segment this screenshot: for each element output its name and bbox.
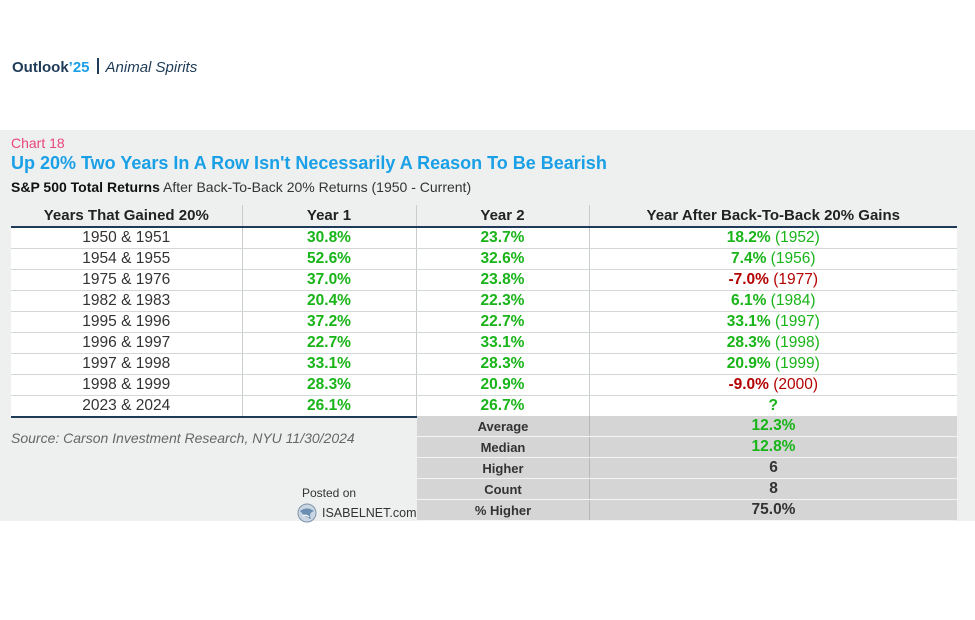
column-header: Year 1 bbox=[241, 205, 416, 227]
chart-number: Chart 18 bbox=[11, 135, 65, 151]
year2-cell: 32.6% bbox=[415, 248, 589, 270]
next-return-value: 7.4% bbox=[731, 250, 767, 267]
years-cell: 1982 & 1983 bbox=[11, 290, 242, 312]
years-cell: 1954 & 1955 bbox=[11, 248, 242, 270]
brand-section: Animal Spirits bbox=[105, 59, 198, 76]
next-year-cell: 33.1% (1997) bbox=[588, 311, 957, 333]
years-cell: 1995 & 1996 bbox=[11, 311, 242, 333]
column-header: Years That Gained 20% bbox=[11, 205, 242, 227]
globe-logo-icon bbox=[297, 503, 317, 523]
summary-label: % Higher bbox=[417, 499, 590, 521]
summary-label: Average bbox=[417, 416, 590, 437]
table-row: 1950 & 1951 30.8% 23.7% 18.2% (1952) bbox=[11, 227, 957, 249]
years-cell: 1975 & 1976 bbox=[11, 269, 242, 291]
table-row: 1996 & 1997 22.7% 33.1% 28.3% (1998) bbox=[11, 332, 957, 354]
year1-cell: 37.2% bbox=[241, 311, 416, 333]
year2-cell: 33.1% bbox=[415, 332, 589, 354]
chart-title: Up 20% Two Years In A Row Isn't Necessar… bbox=[11, 153, 607, 173]
next-year-cell: -9.0% (2000) bbox=[588, 374, 957, 396]
chart-subtitle: S&P 500 Total Returns After Back-To-Back… bbox=[11, 179, 471, 195]
column-header: Year After Back-To-Back 20% Gains bbox=[588, 205, 957, 227]
next-return-value: 18.2% bbox=[726, 229, 771, 246]
years-cell: 1996 & 1997 bbox=[11, 332, 242, 354]
source-note: Source: Carson Investment Research, NYU … bbox=[11, 430, 355, 446]
next-return-value: 6.1% bbox=[731, 292, 767, 309]
table-row: 1975 & 1976 37.0% 23.8% -7.0% (1977) bbox=[11, 269, 957, 291]
year1-cell: 37.0% bbox=[241, 269, 416, 291]
subtitle-rest: After Back-To-Back 20% Returns (1950 - C… bbox=[162, 179, 472, 195]
summary-value: 12.3% bbox=[589, 416, 957, 437]
next-year-cell: 6.1% (1984) bbox=[588, 290, 957, 312]
year2-cell: 23.7% bbox=[415, 227, 589, 249]
table-row: 1995 & 1996 37.2% 22.7% 33.1% (1997) bbox=[11, 311, 957, 333]
next-year-cell: 18.2% (1952) bbox=[588, 227, 957, 249]
next-return-value: ? bbox=[768, 397, 778, 414]
summary-row: Median 12.8% bbox=[417, 436, 957, 458]
table-row: 2023 & 2024 26.1% 26.7%? bbox=[11, 395, 957, 418]
year2-cell: 26.7% bbox=[415, 395, 589, 418]
next-year-cell: ? bbox=[588, 395, 957, 418]
years-cell: 2023 & 2024 bbox=[11, 395, 242, 418]
next-year-label: (1952) bbox=[774, 229, 820, 246]
next-year-label: (1984) bbox=[770, 292, 816, 309]
summary-value: 75.0% bbox=[589, 499, 957, 521]
year2-cell: 22.7% bbox=[415, 311, 589, 333]
next-year-cell: -7.0% (1977) bbox=[588, 269, 957, 291]
years-cell: 1950 & 1951 bbox=[11, 227, 242, 249]
brand-header: Outlook’25 Animal Spirits bbox=[12, 58, 197, 76]
year1-cell: 33.1% bbox=[241, 353, 416, 375]
brand-name: Outlook bbox=[12, 59, 69, 76]
summary-row: Count 8 bbox=[417, 478, 957, 500]
brand-year: ’25 bbox=[68, 59, 90, 76]
next-year-label: (1997) bbox=[774, 313, 820, 330]
summary-value: 8 bbox=[589, 478, 957, 500]
next-return-value: 33.1% bbox=[726, 313, 771, 330]
table-row: 1954 & 1955 52.6% 32.6% 7.4% (1956) bbox=[11, 248, 957, 270]
subtitle-bold: S&P 500 Total Returns bbox=[11, 179, 160, 195]
table-row: 1982 & 1983 20.4% 22.3% 6.1% (1984) bbox=[11, 290, 957, 312]
year2-cell: 22.3% bbox=[415, 290, 589, 312]
table-header-row: Years That Gained 20% Year 1 Year 2 Year… bbox=[11, 205, 957, 227]
summary-table: Average 12.3% Median 12.8% Higher 6 Count 8% Hi… bbox=[417, 416, 957, 521]
summary-label: Higher bbox=[417, 457, 590, 479]
year1-cell: 30.8% bbox=[241, 227, 416, 249]
summary-value: 6 bbox=[589, 457, 957, 479]
table-row: 1997 & 1998 33.1% 28.3% 20.9% (1999) bbox=[11, 353, 957, 375]
watermark-posted: Posted on bbox=[302, 486, 357, 500]
table-row: 1998 & 1999 28.3% 20.9% -9.0% (2000) bbox=[11, 374, 957, 396]
next-year-label: (1977) bbox=[773, 271, 819, 288]
next-return-value: 28.3% bbox=[726, 334, 771, 351]
next-return-value: -7.0% bbox=[728, 271, 769, 288]
next-return-value: -9.0% bbox=[728, 376, 769, 393]
next-return-value: 20.9% bbox=[726, 355, 771, 372]
year2-cell: 23.8% bbox=[415, 269, 589, 291]
next-year-label: (1998) bbox=[774, 334, 820, 351]
year2-cell: 20.9% bbox=[415, 374, 589, 396]
year1-cell: 28.3% bbox=[241, 374, 416, 396]
year1-cell: 26.1% bbox=[241, 395, 416, 418]
years-cell: 1998 & 1999 bbox=[11, 374, 242, 396]
column-header: Year 2 bbox=[415, 205, 589, 227]
brand-divider bbox=[96, 58, 99, 74]
watermark-site-name: ISABELNET.com bbox=[322, 506, 417, 520]
next-year-cell: 20.9% (1999) bbox=[588, 353, 957, 375]
summary-label: Median bbox=[417, 436, 590, 458]
year1-cell: 20.4% bbox=[241, 290, 416, 312]
summary-label: Count bbox=[417, 478, 590, 500]
next-year-label: (2000) bbox=[773, 376, 819, 393]
summary-row: Average 12.3% bbox=[417, 416, 957, 437]
summary-row: Higher 6 bbox=[417, 457, 957, 479]
next-year-cell: 28.3% (1998) bbox=[588, 332, 957, 354]
next-year-cell: 7.4% (1956) bbox=[588, 248, 957, 270]
watermark-site: ISABELNET.com bbox=[296, 502, 416, 524]
returns-table: Years That Gained 20% Year 1 Year 2 Year… bbox=[11, 205, 957, 418]
next-year-label: (1999) bbox=[774, 355, 820, 372]
summary-value: 12.8% bbox=[589, 436, 957, 458]
year2-cell: 28.3% bbox=[415, 353, 589, 375]
year1-cell: 52.6% bbox=[241, 248, 416, 270]
years-cell: 1997 & 1998 bbox=[11, 353, 242, 375]
next-year-label: (1956) bbox=[770, 250, 816, 267]
year1-cell: 22.7% bbox=[241, 332, 416, 354]
summary-row: % Higher 75.0% bbox=[417, 499, 957, 521]
